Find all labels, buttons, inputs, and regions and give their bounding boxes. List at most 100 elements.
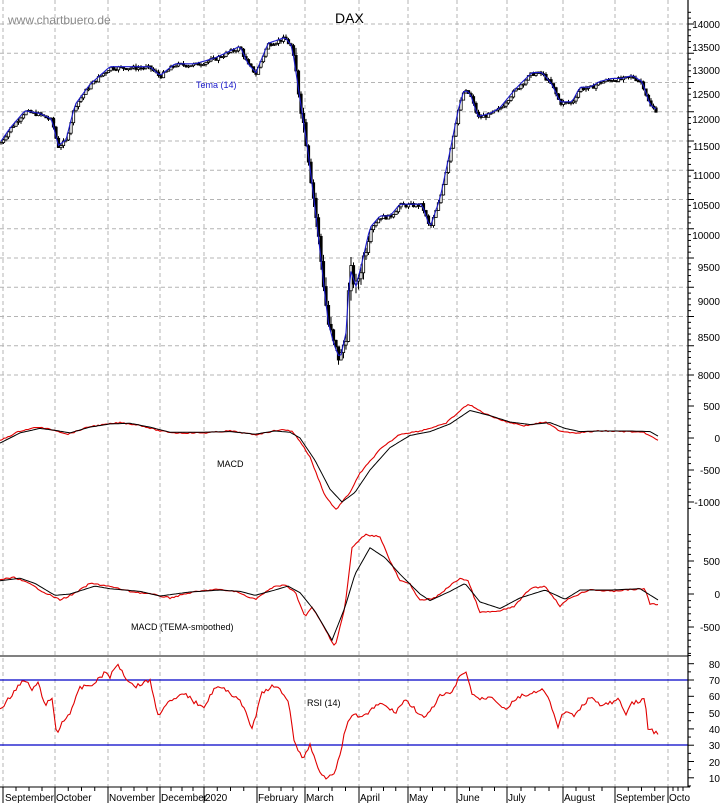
price-y-labels: 14000 13500 13000 12500 12000 11500 1100…: [692, 20, 720, 382]
candle-body: [204, 61, 208, 65]
candle-body: [141, 67, 146, 70]
macd-tema-label: MACD (TEMA-smoothed): [131, 622, 234, 632]
candle-body: [69, 122, 73, 134]
price-tick-label: 8000: [698, 371, 721, 382]
month-label: August: [564, 793, 595, 803]
candle-body: [571, 100, 576, 104]
candle-body: [521, 83, 526, 86]
candle-body: [19, 117, 23, 122]
candle-body: [506, 100, 511, 104]
candle-body: [404, 204, 408, 208]
tema-label: Tema (14): [196, 80, 237, 90]
price-tick-label: 8500: [698, 333, 721, 344]
price-tick-label: 12500: [692, 90, 720, 101]
candle-body: [524, 79, 528, 85]
candle-body: [654, 107, 658, 113]
candle-body: [269, 43, 273, 46]
candle-body: [76, 100, 81, 107]
candle-body: [581, 87, 586, 91]
candle-body: [199, 64, 203, 67]
macd-y-labels: 500 0 -500 -1000: [694, 402, 720, 509]
month-label: September: [5, 793, 55, 803]
candle-body: [344, 341, 348, 346]
candle-body: [504, 102, 508, 107]
candle-body: [394, 211, 398, 215]
macd-tick-label: 0: [714, 434, 720, 445]
candle-body: [274, 43, 278, 46]
price-tick-label: 11000: [693, 171, 721, 182]
candle-body: [101, 73, 106, 77]
candle-body: [609, 79, 613, 82]
month-label: July: [508, 793, 526, 803]
candle-body: [0, 142, 3, 145]
candle-body: [479, 116, 483, 118]
macd-signal-line: [0, 403, 659, 510]
macd-tema-signal-line: [0, 533, 659, 646]
candle-body: [569, 102, 573, 105]
candle-body: [334, 339, 338, 348]
candle-body: [184, 64, 188, 68]
candle-body: [129, 67, 133, 70]
month-label: June: [458, 793, 480, 803]
candle-body: [509, 96, 513, 101]
month-label: Octo: [669, 793, 691, 803]
price-tick-label: 10500: [692, 201, 720, 212]
month-label: February: [258, 793, 298, 803]
candle-body: [376, 218, 381, 224]
rsi-tick-label: 30: [709, 741, 721, 752]
macd-line: [0, 409, 659, 503]
rsi-label: RSI (14): [307, 698, 341, 708]
macd-tick-label: 500: [703, 402, 720, 413]
candle-body: [81, 94, 86, 99]
candle-body: [4, 136, 8, 141]
macd-label: MACD: [217, 459, 244, 469]
tema-line: [0, 37, 657, 357]
watermark: www.chartbuero.de: [7, 13, 111, 27]
candle-body: [14, 121, 18, 127]
price-tick-label: 11500: [693, 142, 721, 153]
price-tick-label: 12000: [692, 115, 720, 126]
rsi-tick-label: 20: [709, 758, 721, 769]
price-tick-label: 9500: [698, 263, 721, 274]
y-axis-ticks: [688, 11, 694, 787]
month-label: March: [306, 793, 334, 803]
grid-lines: [0, 0, 688, 787]
candle-body: [6, 131, 11, 138]
macd-tick-label: -1000: [694, 498, 720, 509]
price-panel: [0, 34, 658, 365]
price-tick-label: 13500: [692, 43, 720, 54]
candle-body: [276, 39, 281, 44]
candle-body: [501, 105, 506, 109]
macd-tema-line: [0, 547, 659, 642]
candle-body: [499, 107, 503, 110]
candle-body: [599, 81, 603, 84]
candle-body: [534, 73, 538, 76]
candle-body: [186, 65, 191, 68]
candle-body: [574, 96, 578, 102]
month-label: May: [409, 793, 428, 803]
candle-body: [1, 139, 6, 143]
candle-body: [21, 114, 26, 119]
candle-body: [111, 66, 116, 70]
candle-body: [391, 214, 396, 218]
candle-body: [279, 39, 283, 42]
candle-body: [11, 125, 16, 128]
candle-body: [636, 80, 641, 83]
candle-body: [116, 66, 121, 71]
candle-body: [126, 68, 131, 71]
candle-body: [331, 329, 336, 341]
month-label: 2020: [205, 793, 228, 803]
candle-body: [261, 55, 266, 63]
candle-body: [61, 140, 66, 146]
candle-body: [109, 66, 113, 72]
candle-body: [369, 229, 373, 242]
candle-body: [304, 122, 308, 147]
macd-tema-panel: [0, 533, 659, 646]
candle-body: [359, 272, 363, 280]
candle-body: [136, 67, 141, 70]
candle-body: [584, 88, 588, 91]
candle-body: [366, 241, 371, 253]
candlesticks: [0, 34, 658, 365]
month-label: December: [161, 793, 208, 803]
